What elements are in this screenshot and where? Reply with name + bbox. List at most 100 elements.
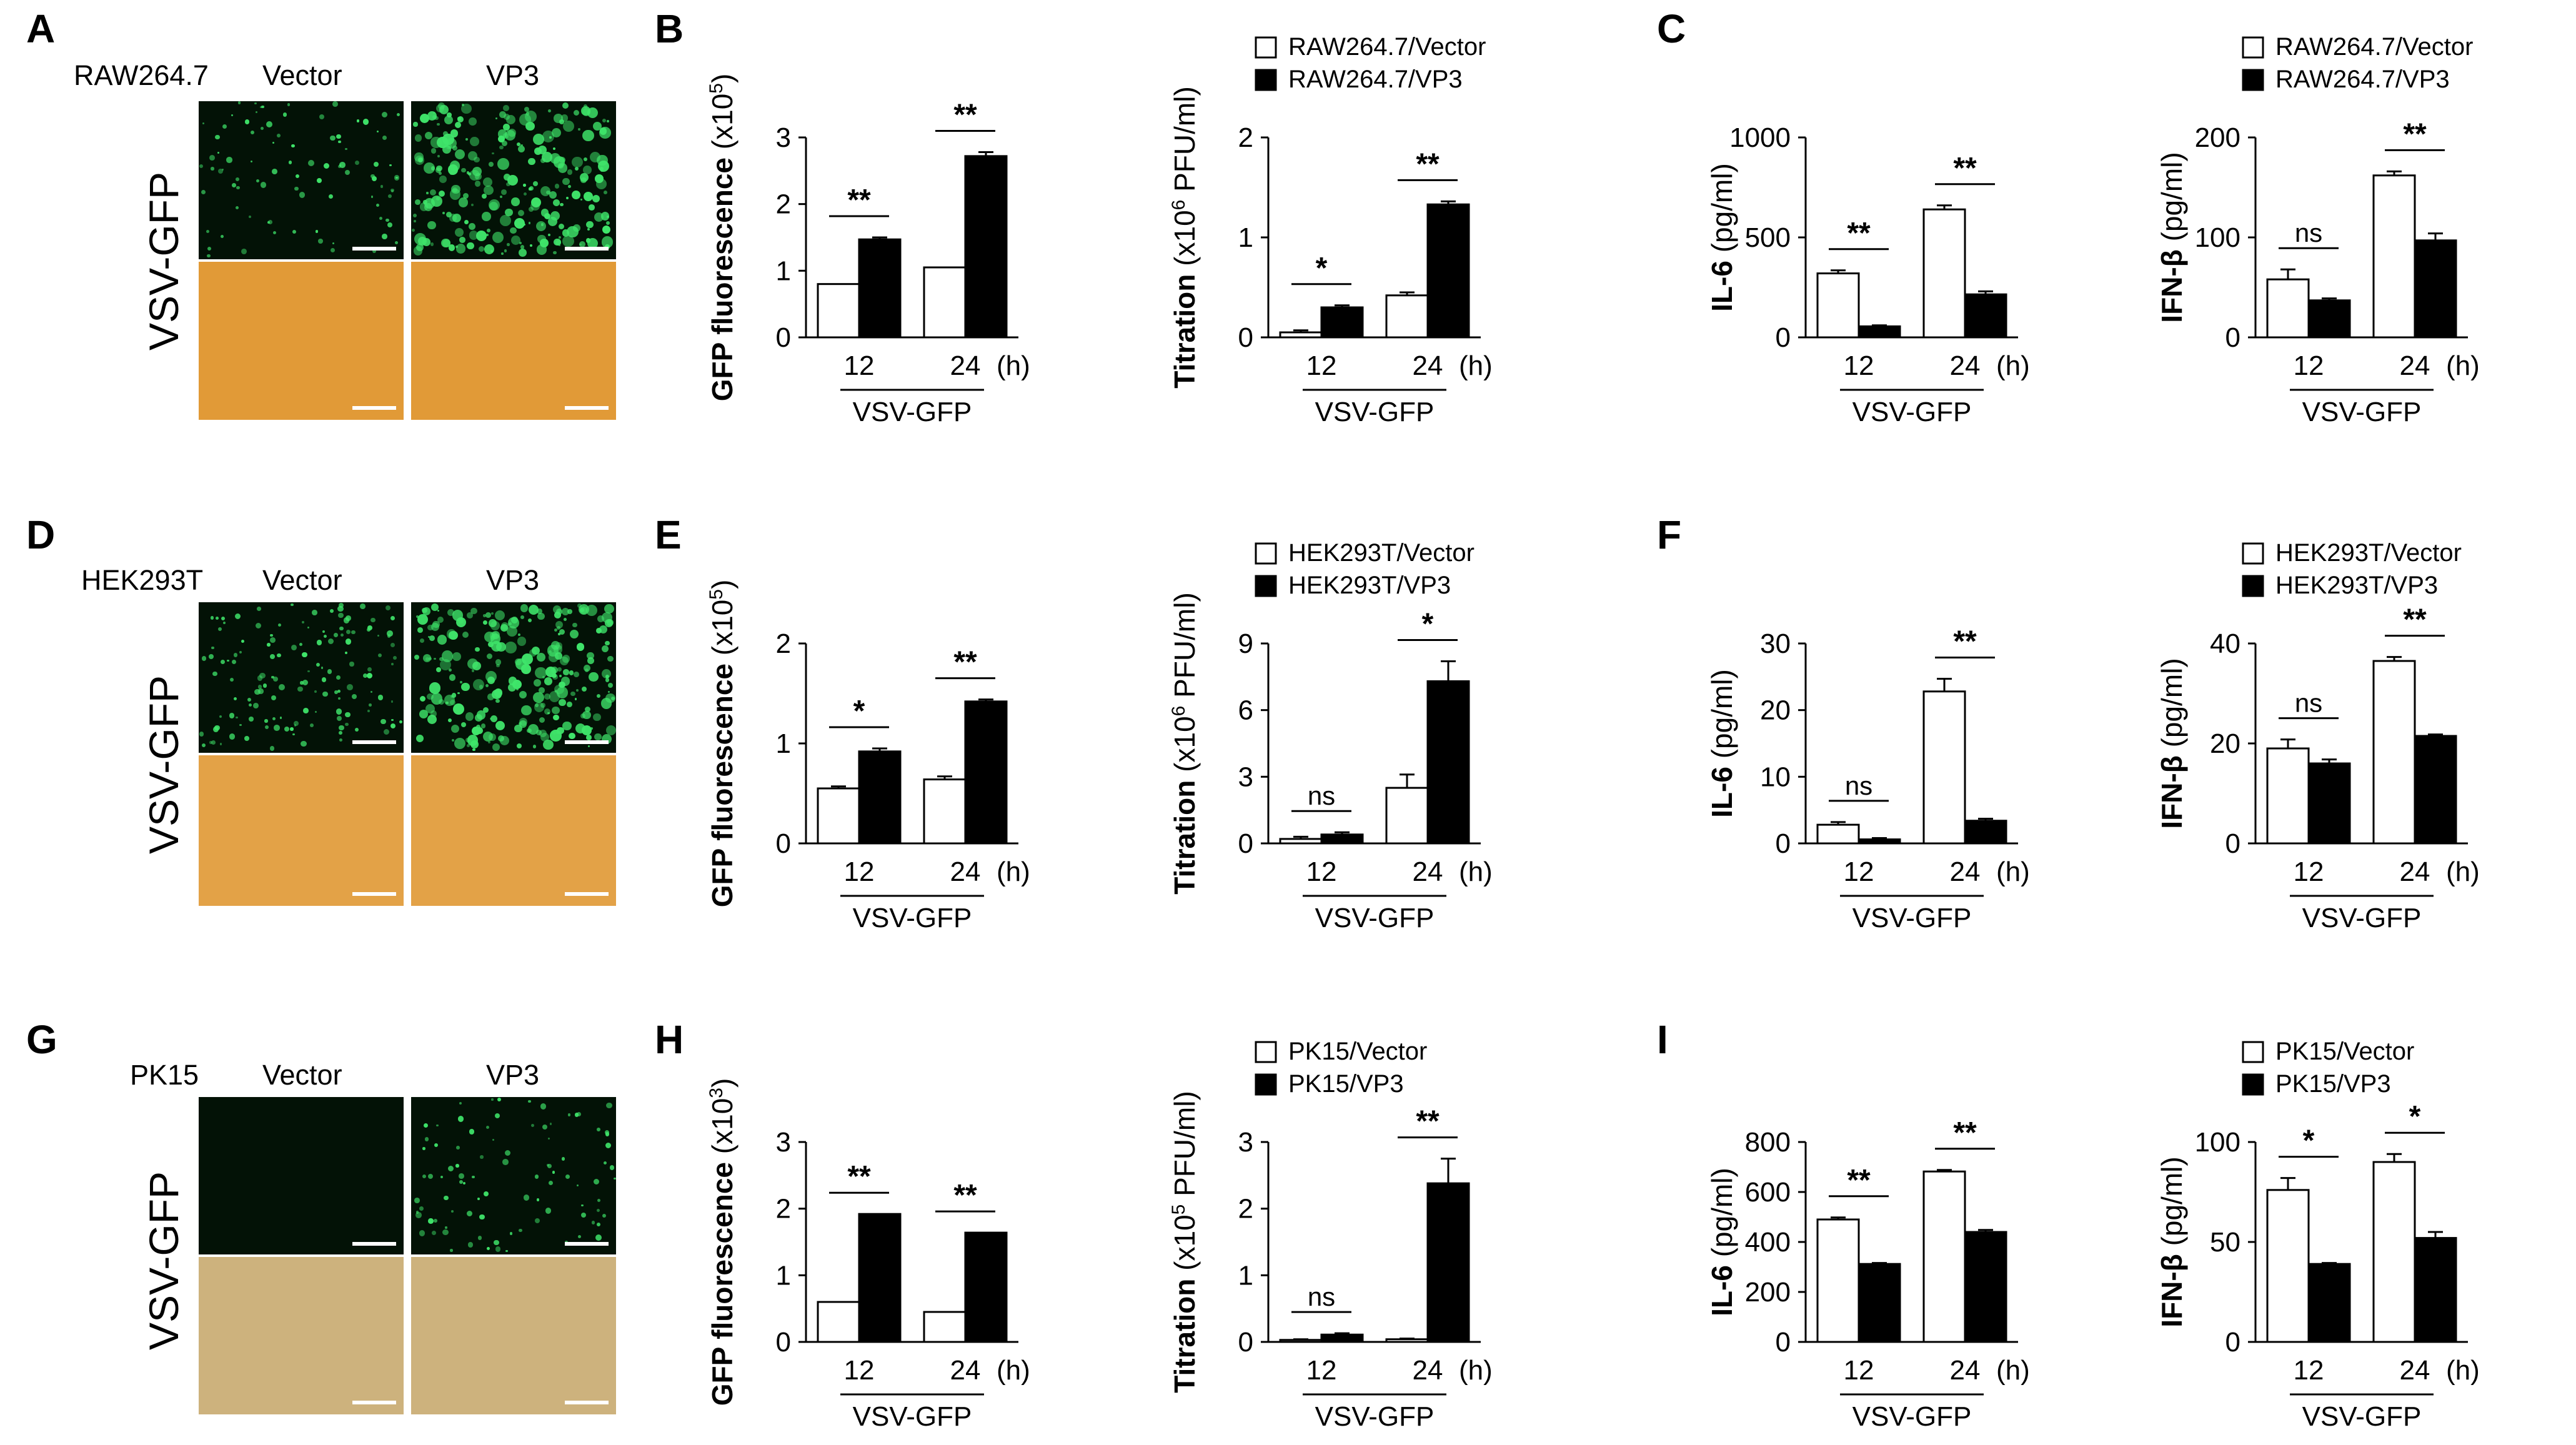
panel-letter-e: E [655, 512, 682, 557]
gfp-cell [390, 615, 395, 621]
bar [923, 1311, 967, 1343]
gfp-cell [427, 1173, 433, 1179]
gfp-cell [300, 681, 304, 685]
gfp-cell [602, 668, 612, 678]
gfp-cell [518, 145, 525, 153]
gfp-cell [501, 252, 504, 255]
gfp-cell [563, 669, 569, 675]
gfp-cell [505, 115, 515, 125]
gfp-cell [249, 717, 254, 722]
gfp-cell [296, 174, 300, 179]
cell-line-label: RAW264.7 [74, 59, 209, 91]
gfp-cell [332, 242, 335, 245]
gfp-cell [445, 211, 452, 217]
gfp-cell [207, 246, 211, 251]
gfp-cell [261, 126, 264, 130]
gfp-cell [534, 1218, 540, 1224]
gfp-cell [390, 723, 395, 728]
bar [1922, 690, 1966, 845]
gfp-cell [475, 647, 480, 652]
gfp-cell [553, 645, 563, 654]
x-tick-label: 24 [2400, 1355, 2430, 1386]
gfp-cell [199, 732, 204, 737]
gfp-cell [467, 242, 474, 250]
gfp-cell [555, 689, 558, 692]
gfp-cell [501, 140, 508, 146]
gfp-cell [339, 738, 342, 742]
gfp-cell [459, 237, 465, 243]
gfp-cell [422, 608, 427, 613]
gfp-cell [377, 635, 380, 637]
x-tick-label: 24 [1413, 1355, 1443, 1386]
gfp-cell [282, 112, 287, 117]
gfp-cell [307, 670, 310, 673]
gfp-cell [257, 675, 263, 681]
gfp-cell [537, 608, 543, 615]
gfp-cell [212, 671, 217, 677]
gfp-cell [376, 130, 379, 132]
x-axis-label: VSV-GFP [2302, 903, 2422, 933]
gfp-cell [362, 119, 369, 125]
gfp-cell [429, 635, 435, 642]
gfp-cell [569, 629, 579, 638]
gfp-cell [212, 727, 219, 733]
gfp-cell [424, 131, 432, 139]
gfp-cell [482, 193, 487, 199]
x-tick-label: 12 [844, 1355, 875, 1386]
scale-bar [565, 406, 609, 410]
gfp-cell [426, 192, 429, 194]
bar [1426, 680, 1470, 845]
legend-swatch [1255, 575, 1277, 597]
x-tick-label: 24 [2400, 350, 2430, 381]
gfp-cell [442, 133, 454, 146]
x-axis-label: VSV-GFP [1852, 397, 1972, 427]
gfp-cell [614, 1178, 616, 1180]
x-axis-label: VSV-GFP [1315, 397, 1435, 427]
gfp-cell [479, 1214, 485, 1220]
legend-swatch [2242, 1041, 2264, 1063]
significance-label: ** [1416, 147, 1440, 181]
bar [964, 700, 1008, 845]
y-axis-label: IFN-β (pg/ml) [2156, 152, 2188, 322]
x-unit-label: (h) [1996, 1355, 2030, 1386]
gfp-cell [455, 1163, 459, 1168]
gfp-cell [560, 114, 568, 122]
gfp-cell [439, 657, 444, 662]
gfp-cell [221, 235, 224, 239]
gfp-cell [413, 122, 418, 127]
gfp-cell [414, 1198, 420, 1204]
gfp-cell [605, 725, 616, 735]
gfp-cell [315, 710, 317, 713]
gfp-cell [369, 703, 372, 707]
gfp-cell [583, 166, 592, 174]
gfp-cell [528, 206, 534, 212]
x-axis-label: VSV-GFP [1315, 903, 1435, 933]
bar [2372, 1161, 2416, 1343]
gfp-cell [370, 196, 373, 198]
vp3-column-label: VP3 [486, 59, 540, 91]
gfp-cell [519, 691, 527, 698]
gfp-cell [472, 1175, 475, 1179]
gfp-cell [520, 604, 529, 612]
gfp-cell [487, 676, 495, 685]
y-tick-label: 2 [776, 628, 791, 659]
gfp-cell [534, 703, 539, 708]
gfp-cell [430, 137, 442, 148]
gfp-cell [297, 686, 303, 692]
gfp-cell [427, 221, 436, 229]
gfp-cell [199, 164, 204, 169]
gfp-cell [434, 657, 436, 660]
gfp-cell [553, 251, 557, 254]
gfp-cell [558, 223, 564, 229]
y-tick-label: 0 [2225, 1327, 2240, 1358]
y-axis-label: Titration (x106 PFU/ml) [1168, 592, 1201, 895]
gfp-cell [351, 630, 356, 635]
gfp-cell [264, 719, 268, 723]
y-tick-label: 200 [1745, 1277, 1791, 1308]
gfp-cell [436, 1124, 439, 1127]
bar [964, 1231, 1008, 1343]
gfp-cell [559, 656, 569, 665]
gfp-cell [587, 228, 590, 231]
gfp-cell [497, 1097, 502, 1101]
